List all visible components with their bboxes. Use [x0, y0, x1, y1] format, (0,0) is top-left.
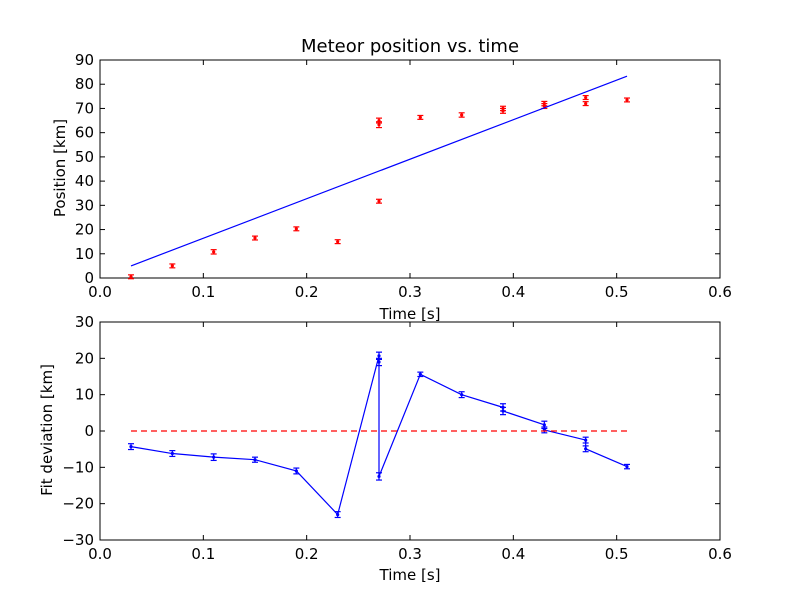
data-point [170, 264, 174, 268]
y-tick-label: 50 [75, 148, 94, 166]
data-point [584, 102, 588, 106]
data-point [294, 469, 298, 473]
x-tick-label: 0.5 [605, 545, 629, 563]
deviation-chart: Time [s] Fit deviation [km] 0.0 0.1 0.2 0.3… [38, 313, 732, 584]
data-point [584, 438, 588, 442]
y-tick-label: 0 [84, 422, 94, 440]
x-tick-label: 0.3 [398, 283, 422, 301]
data-point [170, 451, 174, 456]
y-tick-label: 10 [75, 386, 94, 404]
data-point [542, 423, 546, 427]
data-point [418, 115, 422, 120]
data-point [129, 445, 133, 449]
y-tick-label: −10 [62, 458, 94, 476]
data-point [377, 474, 381, 479]
x-tick-label: 0.0 [88, 283, 112, 301]
y-axis-label: Fit deviation [km] [38, 364, 56, 496]
data-point [253, 236, 257, 240]
x-tick-label: 0.6 [708, 545, 732, 563]
y-tick-label: −30 [62, 531, 94, 549]
data-point [294, 227, 298, 231]
x-axis-label: Time [s] [379, 305, 441, 323]
data-point [377, 123, 381, 127]
data-point [129, 275, 133, 279]
x-tick-label: 0.2 [295, 545, 319, 563]
position-chart: Meteor position vs. time Time [s] Positi… [51, 36, 732, 323]
y-tick-label: 60 [75, 124, 94, 142]
data-point [336, 512, 340, 517]
y-tick-label: 70 [75, 99, 94, 117]
data-point [336, 240, 340, 244]
x-tick-label: 0.2 [295, 283, 319, 301]
y-tick-label: 40 [75, 172, 94, 190]
y-tick-label: 20 [75, 221, 94, 239]
data-point [460, 113, 464, 117]
data-point [212, 455, 216, 459]
x-tick-label: 0.1 [191, 283, 215, 301]
y-tick-label: 90 [75, 51, 94, 69]
data-point [584, 447, 588, 451]
y-tick-label: −20 [62, 495, 94, 513]
x-tick-label: 0.0 [88, 545, 112, 563]
data-point [377, 360, 381, 364]
data-point [542, 102, 546, 106]
data-point [418, 372, 422, 376]
x-tick-label: 0.3 [398, 545, 422, 563]
x-tick-label: 0.5 [605, 283, 629, 301]
data-point [584, 95, 588, 100]
data-point [460, 393, 464, 397]
data-point [212, 250, 216, 254]
y-tick-label: 10 [75, 245, 94, 263]
data-point [625, 465, 629, 469]
deviation-line [130, 355, 628, 516]
data-point [377, 354, 381, 358]
x-axis-label: Time [s] [379, 566, 441, 584]
data-point [377, 199, 381, 203]
data-point [625, 98, 629, 102]
y-tick-label: 30 [75, 196, 94, 214]
x-tick-label: 0.4 [501, 545, 525, 563]
x-tick-label: 0.1 [191, 545, 215, 563]
data-point [501, 106, 505, 111]
y-axis-label: Position [km] [51, 119, 69, 217]
x-tick-label: 0.4 [501, 283, 525, 301]
x-tick-label: 0.6 [708, 283, 732, 301]
y-tick-label: 30 [75, 313, 94, 331]
data-point [253, 458, 257, 462]
fit-line [130, 75, 628, 267]
y-tick-label: 0 [84, 269, 94, 287]
data-point [501, 409, 505, 413]
chart-title: Meteor position vs. time [301, 36, 519, 57]
y-tick-label: 20 [75, 349, 94, 367]
y-tick-label: 80 [75, 75, 94, 93]
data-point [377, 118, 381, 123]
